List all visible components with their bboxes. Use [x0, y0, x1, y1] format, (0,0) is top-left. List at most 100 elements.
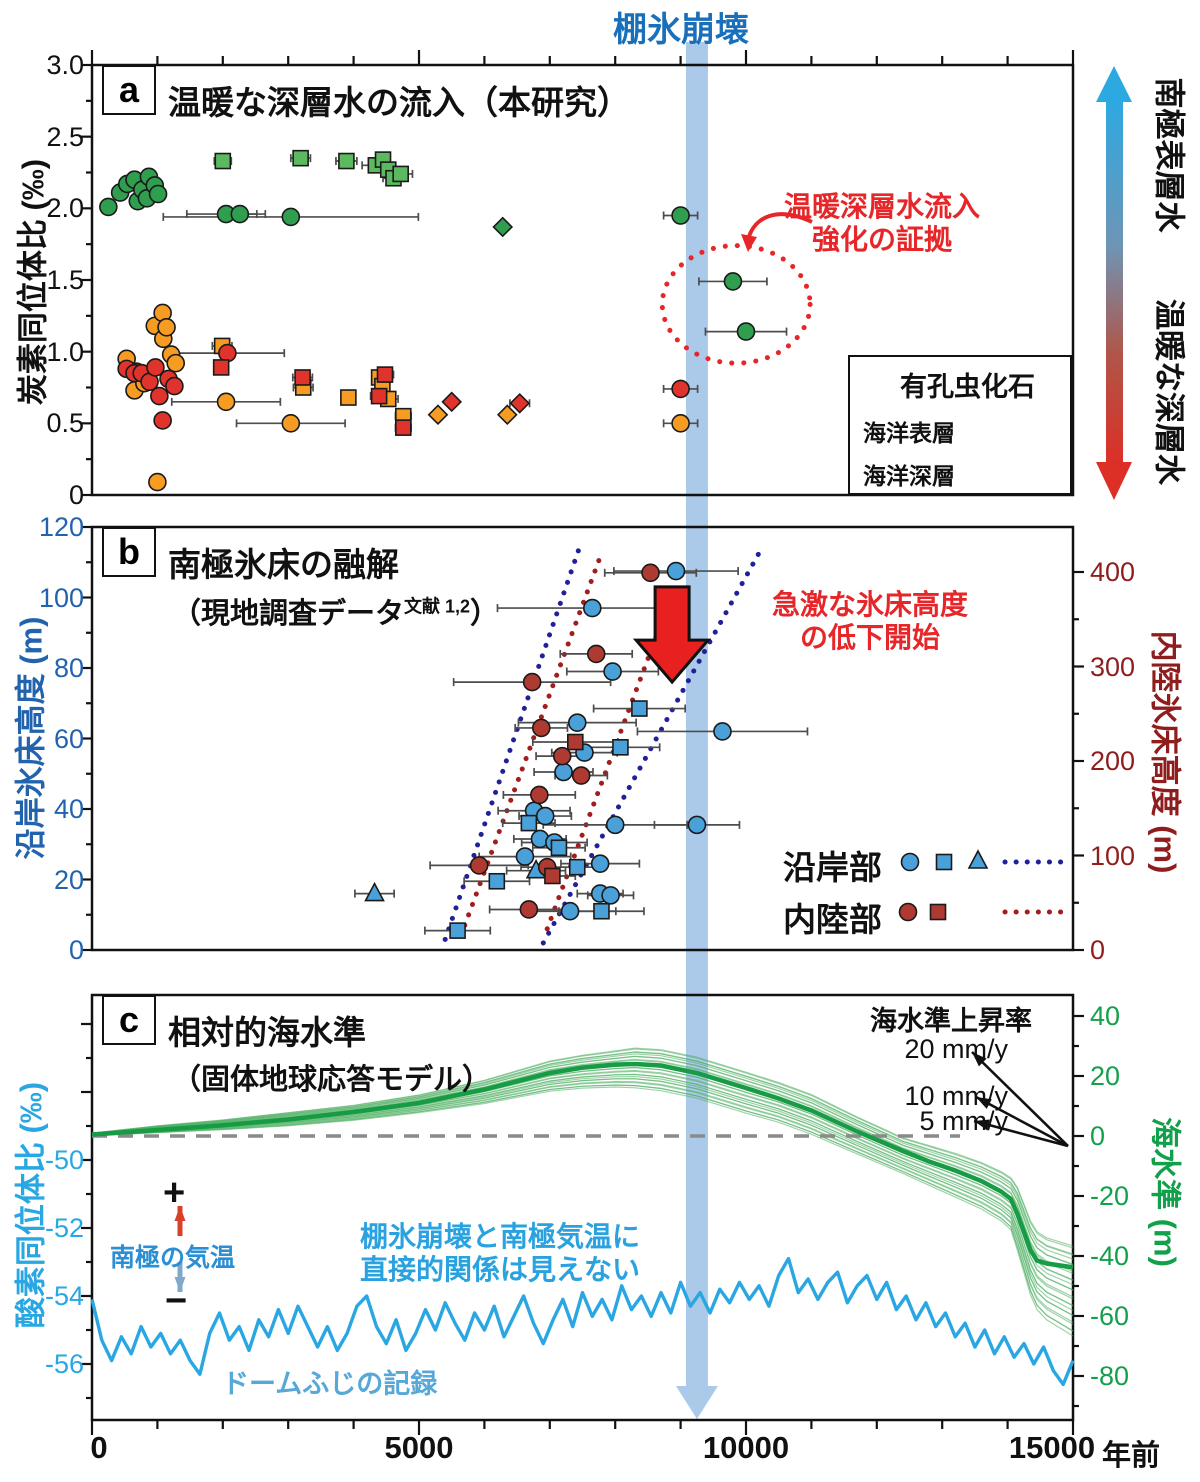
axis-b-right-label: 0: [1090, 935, 1106, 965]
legend-b-inland-label: 内陸部: [783, 901, 882, 938]
panel-a-annotation-line1: 温暖深層水流入: [783, 191, 980, 222]
surface-marker: [99, 197, 118, 217]
panel-b-title: 南極氷床の融解: [168, 546, 399, 583]
axis-a-label: 2.0: [46, 193, 84, 224]
coastal-marker: [601, 886, 620, 905]
rate-arrow-10-head: [976, 1097, 992, 1109]
sea-level-fan-line: [91, 1048, 1074, 1249]
legend-a-deep-label: 海洋深層: [863, 463, 955, 489]
panel-b-subtitle-ref: 文献 1,2: [404, 596, 471, 617]
axis-c-left-label: -54: [44, 1281, 84, 1311]
shelf-collapse-band-arrowhead: [675, 1386, 718, 1419]
temp-minus: −: [165, 1280, 188, 1322]
surface-marker: [281, 207, 301, 227]
panel-c-y-right-label: 海水準 (m): [1147, 1117, 1183, 1267]
axis-c-right-label: 0: [1090, 1121, 1106, 1151]
dome-fuji-line: [90, 1256, 1075, 1387]
coastal-marker: [593, 902, 610, 920]
deep-marker: [281, 414, 301, 433]
panel-c-title: 相対的海水準: [168, 1014, 366, 1051]
legend-b-marker: [898, 902, 918, 922]
sea-level-fan-line: [91, 1059, 1074, 1274]
panel-a-legend: 有孔虫化石 海洋表層 海洋深層: [848, 355, 1072, 495]
panel-b-subtitle-close: ）: [470, 598, 500, 630]
deep-marker: [146, 358, 165, 377]
deep-marker: [148, 472, 167, 492]
inland-marker: [567, 733, 584, 751]
axis-a-label: 1.0: [46, 336, 84, 367]
axis-c-right-label: 20: [1090, 1061, 1121, 1091]
panel-b-annotation-line2: の低下開始: [799, 622, 940, 653]
axis-b-right-label: 300: [1090, 651, 1136, 682]
rate-arrow-10: [975, 1095, 1069, 1148]
panel-b-subtitle: （現地調査データ文献 1,2）: [172, 590, 499, 632]
legend-b-marker: [900, 852, 920, 872]
panel-b-letter: b: [102, 527, 156, 577]
axis-b-left-label: 20: [53, 864, 84, 895]
x-tick-0: 0: [90, 1430, 108, 1465]
axis-c-right-label: -20: [1090, 1181, 1130, 1211]
rate-arrow-20: [971, 1051, 1069, 1147]
coastal-marker: [488, 872, 506, 890]
axis-c-right-label: -60: [1090, 1301, 1130, 1331]
sea-level-fan-line: [91, 1086, 1074, 1337]
axis-a-label: 2.5: [46, 121, 84, 152]
coastal-marker: [550, 839, 568, 857]
sea-level-fan-line: [91, 1051, 1074, 1255]
rate-20: 20 mm/y: [904, 1034, 1008, 1064]
panel-c-letter-text: c: [118, 999, 140, 1040]
deep-marker: [166, 353, 186, 373]
axis-b-left-label: 80: [53, 653, 84, 683]
x-tick-10000: 10000: [702, 1430, 790, 1465]
coastal-marker: [554, 762, 573, 782]
coastal-marker: [364, 881, 385, 902]
warm-down-arrowhead: [1096, 462, 1132, 500]
axis-b-left-label: 100: [38, 582, 84, 613]
deep-marker: [157, 317, 176, 337]
axis-c-right-label: 40: [1090, 1001, 1121, 1031]
coastal-marker: [612, 739, 629, 756]
inland-marker: [531, 718, 551, 738]
panel-b-annotation: 急激な氷床高度 の低下開始: [738, 588, 1002, 654]
axis-c-right-label: -80: [1090, 1361, 1130, 1391]
axis-b-left-label: 0: [68, 935, 84, 965]
axis-b-right-label: 400: [1090, 557, 1136, 587]
surface-marker: [148, 184, 168, 204]
rate-arrow-20-head: [972, 1052, 987, 1067]
deep-marker: [671, 379, 690, 399]
rate-title: 海水準上昇率: [870, 1006, 1032, 1036]
inland-marker: [469, 856, 489, 875]
coastal-marker: [449, 922, 466, 939]
legend-a-surface-label: 海洋表層: [863, 420, 955, 446]
coastal-marker: [568, 858, 586, 876]
panel-a-title: 温暖な深層水の流入（本研究）: [168, 84, 630, 121]
panel-c-note-line2: 直接的関係は見えない: [360, 1254, 641, 1285]
surface-marker: [671, 206, 690, 225]
deep-marker: [212, 359, 230, 376]
axis-a-label: 0: [68, 480, 84, 510]
inland-marker: [586, 644, 606, 664]
surface-marker: [230, 204, 250, 224]
panel-b-y-right-label: 内陸氷床高度 (m): [1147, 630, 1183, 874]
coastal-marker: [560, 901, 580, 921]
deep-marker: [150, 386, 169, 406]
rate-5: 5 mm/y: [919, 1106, 1008, 1136]
rapid-drop-arrow: [632, 585, 712, 685]
rate-arrow-5-head: [974, 1119, 990, 1131]
panel-b-subtitle-open: （現地調査データ: [172, 598, 405, 630]
panel-b-letter-text: b: [118, 531, 140, 572]
rate-arrow-5: [973, 1119, 1069, 1148]
coastal-marker: [567, 713, 587, 732]
legend-a-title: 有孔虫化石: [900, 372, 1035, 402]
panel-a-annotation: 温暖深層水流入 強化の証拠: [762, 190, 1002, 256]
sea-level-fan-line: [91, 1055, 1074, 1266]
rate-10: 10 mm/y: [904, 1081, 1008, 1111]
axis-a-label: 0.5: [46, 408, 84, 439]
inland-marker: [519, 900, 539, 919]
temp-gradient-shaft: [1106, 100, 1123, 464]
axis-c-right-label: -40: [1090, 1241, 1130, 1271]
trend-line: [544, 595, 674, 932]
axis-c-left-label: -52: [44, 1213, 84, 1243]
temp-up-arrow-head: [174, 1206, 186, 1221]
